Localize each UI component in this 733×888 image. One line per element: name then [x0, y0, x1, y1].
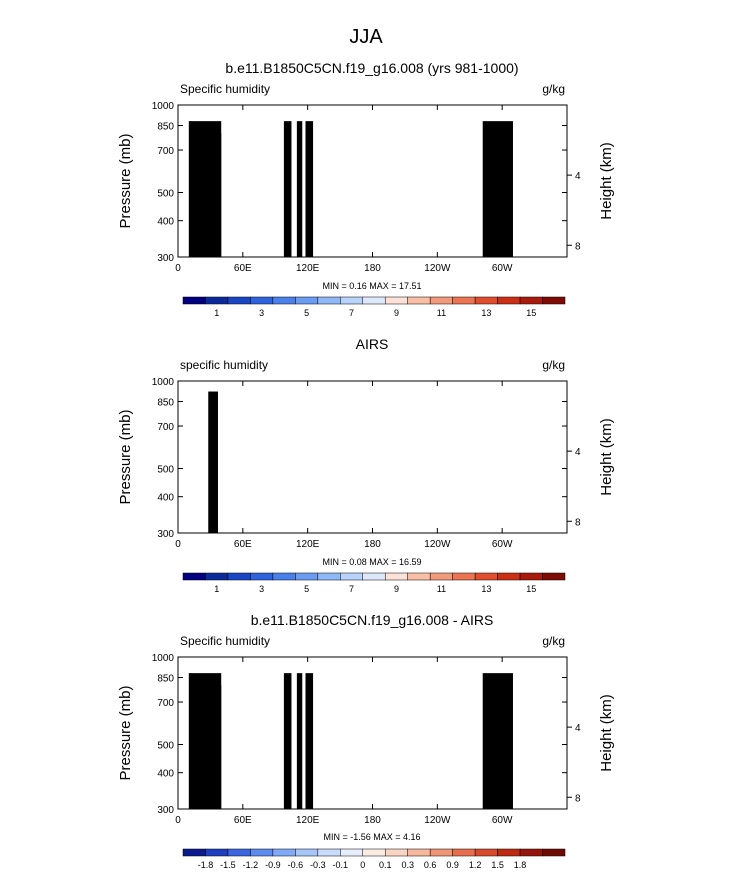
- min-max-stats: MIN = 0.16 MAX = 17.51: [322, 281, 421, 291]
- colorbar-label: 13: [481, 308, 491, 318]
- axes: 300 400 500 700 850 1000 0 60E 120E 180 120W 60W 8 4: [152, 101, 581, 274]
- colorbar-swatch: [317, 296, 341, 305]
- colorbar-swatch: [384, 296, 408, 305]
- colorbar-label: 1: [214, 308, 219, 318]
- colorbar-label: 5: [304, 308, 309, 318]
- panel-left-label: Specific humidity: [180, 82, 270, 96]
- colorbar-swatch: [295, 296, 319, 305]
- y-tick-label: 1000: [152, 101, 175, 112]
- colorbar-swatch: [272, 296, 296, 305]
- colorbar-swatch: [497, 296, 521, 305]
- colorbar-swatch: [429, 296, 453, 305]
- colorbar-swatch: [362, 296, 386, 305]
- colorbar-swatch: [474, 296, 498, 305]
- right-tick-label: 8: [575, 241, 581, 252]
- x-tick-label: 180: [364, 263, 381, 274]
- panel-left-label: specific humidity: [180, 358, 268, 372]
- colorbar-swatch: [519, 296, 543, 305]
- terrain-block: [283, 121, 292, 257]
- panel-title: b.e11.B1850C5CN.f19_g16.008 (yrs 981-100…: [225, 60, 518, 76]
- x-tick-label: 60W: [492, 263, 513, 274]
- panel-airs: AIRS specific humidity g/kg 300400500700…: [117, 336, 615, 594]
- panel-model: b.e11.B1850C5CN.f19_g16.008 (yrs 981-100…: [117, 60, 615, 318]
- x-tick-label: 120E: [296, 263, 320, 274]
- y-tick-label: 300: [157, 253, 174, 264]
- colorbar-swatch: [250, 296, 274, 305]
- colorbar-label: 15: [526, 308, 536, 318]
- terrain-block: [482, 121, 513, 257]
- y-tick-label: 850: [157, 122, 174, 133]
- panel-right-label: g/kg: [542, 358, 565, 372]
- terrain-mask: [188, 121, 513, 257]
- colorbar-label: 3: [259, 308, 264, 318]
- right-tick-label: 4: [575, 171, 581, 182]
- y-tick-label: 500: [157, 189, 174, 200]
- colorbar: 1 3 5 7 9 11 13 15: [182, 296, 566, 318]
- colorbar-label: 7: [349, 308, 354, 318]
- terrain-block: [296, 121, 303, 257]
- colorbar-swatch: [182, 296, 206, 305]
- x-tick-label: 120W: [424, 263, 451, 274]
- panel-title: AIRS: [356, 336, 389, 352]
- colorbar-swatch: [227, 296, 251, 305]
- colorbar-label: 11: [437, 308, 446, 318]
- x-tick-label: 60E: [234, 263, 252, 274]
- colorbar-label: 9: [394, 308, 399, 318]
- y-axis-label: Pressure (mb): [117, 133, 134, 228]
- colorbar-swatch: [452, 296, 476, 305]
- y-tick-label: 400: [157, 217, 174, 228]
- colorbar-swatch: [205, 296, 229, 305]
- colorbar-swatch: [542, 296, 566, 305]
- x-tick-label: 0: [175, 263, 181, 274]
- figure-title: JJA: [349, 26, 383, 48]
- colorbar-swatch: [340, 296, 364, 305]
- y-tick-label: 700: [157, 146, 174, 157]
- terrain-block: [305, 121, 314, 257]
- terrain-block: [210, 133, 222, 257]
- y-axis-right-label: Height (km): [598, 142, 615, 220]
- colorbar-swatch: [407, 296, 431, 305]
- panel-right-label: g/kg: [542, 82, 565, 96]
